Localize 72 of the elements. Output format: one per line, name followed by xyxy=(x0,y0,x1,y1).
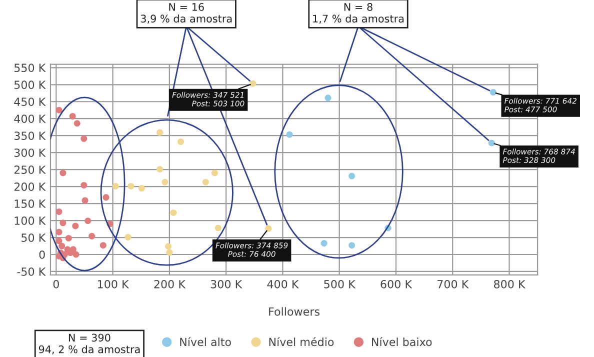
x-axis-title: Followers xyxy=(269,307,320,316)
point xyxy=(84,218,92,224)
point xyxy=(324,94,332,102)
point xyxy=(178,138,184,145)
point xyxy=(112,182,119,190)
legend-label: Nível médio xyxy=(269,337,334,346)
point xyxy=(58,242,66,250)
point xyxy=(102,194,110,201)
text: N = 390 94, 2 % da amostra xyxy=(38,334,140,354)
x-tick-label: 700 K xyxy=(438,280,469,288)
x-tick-label: 100 K xyxy=(98,280,130,288)
point xyxy=(56,106,62,114)
y-tick-label: 150 K xyxy=(14,200,46,208)
x-tick-label: 200 K xyxy=(154,280,186,288)
point xyxy=(490,89,496,96)
y-tick-label: 300 K xyxy=(14,148,46,157)
point xyxy=(488,140,495,146)
point xyxy=(72,251,80,258)
point xyxy=(138,185,145,192)
x-tick-label: 500 K xyxy=(324,280,356,288)
point xyxy=(156,166,164,172)
x-tick-label: 400 K xyxy=(267,280,299,288)
y-tick-label: 450 K xyxy=(14,98,46,106)
y-tick-label: 250 K xyxy=(14,166,46,174)
y-tick-label: -50 K xyxy=(17,267,46,276)
y-tick-label: 500 K xyxy=(14,80,46,90)
x-tick-label: 800 K xyxy=(494,280,526,288)
point xyxy=(286,131,293,138)
point xyxy=(156,129,164,136)
point xyxy=(170,209,177,216)
point xyxy=(56,208,62,215)
point xyxy=(128,182,134,190)
legend-label: Nível baixo xyxy=(372,337,432,346)
point xyxy=(69,112,76,120)
x-tick-label: 600 K xyxy=(380,280,412,288)
y-tick-label: 100 K xyxy=(14,216,46,225)
point xyxy=(265,225,272,232)
point xyxy=(82,197,88,204)
annotation: N = 16 3,9 % da amostra xyxy=(140,3,232,24)
point xyxy=(80,135,88,142)
y-tick-label: 0 xyxy=(39,250,45,259)
point xyxy=(166,249,173,256)
annotation: N = 8 1,7 % da amostra xyxy=(313,3,404,24)
point xyxy=(65,234,72,242)
point xyxy=(88,232,96,240)
point xyxy=(165,243,172,250)
y-tick-label: 400 K xyxy=(14,114,46,123)
y-tick-label: 350 K xyxy=(14,132,46,140)
x-tick-label: 300 K xyxy=(210,280,242,288)
point xyxy=(74,120,80,127)
point xyxy=(60,170,66,176)
y-tick-label: 550 K xyxy=(14,64,46,72)
point xyxy=(56,228,62,236)
point xyxy=(67,250,74,256)
point xyxy=(56,238,62,244)
point xyxy=(124,234,132,240)
point xyxy=(72,222,79,230)
point xyxy=(320,240,328,247)
point xyxy=(348,242,356,249)
y-tick-label: 50 K xyxy=(22,233,46,242)
legend-label: Nível alto xyxy=(180,337,231,346)
point xyxy=(80,182,88,188)
point xyxy=(211,170,218,176)
point xyxy=(60,220,66,226)
point xyxy=(214,224,222,232)
point xyxy=(100,242,106,249)
point xyxy=(250,80,256,87)
x-tick-label: 0 xyxy=(53,280,59,288)
y-tick-label: 200 K xyxy=(14,182,46,191)
point xyxy=(348,172,356,180)
point xyxy=(202,178,209,186)
point xyxy=(162,178,168,186)
